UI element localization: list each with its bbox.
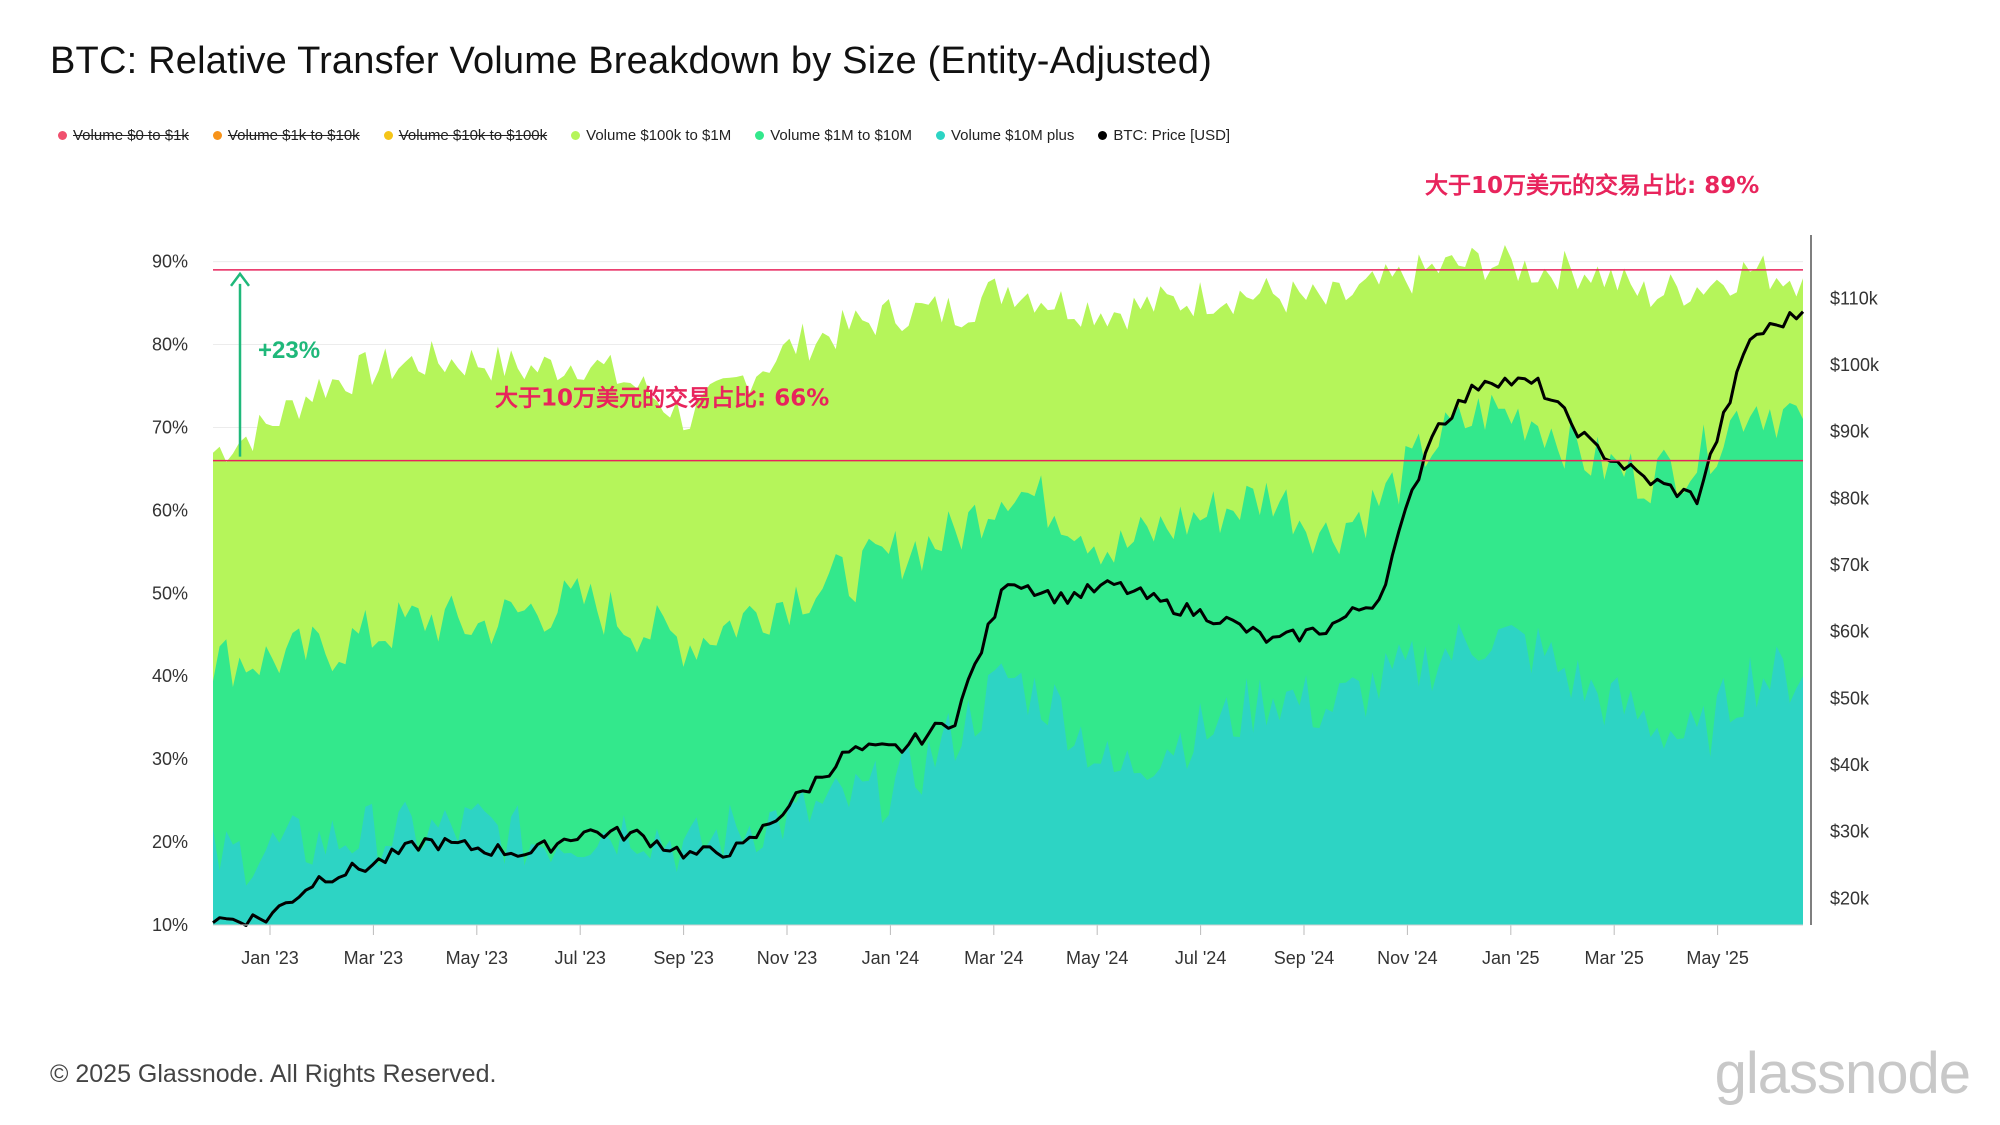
legend-label: Volume $10k to $100k <box>398 127 548 144</box>
y-right-tick-label: $110k <box>1830 288 1879 308</box>
legend-label: Volume $0 to $1k <box>73 127 189 144</box>
x-tick-label: Jul '23 <box>554 948 605 968</box>
legend-dot-icon <box>1098 131 1108 140</box>
y-left-tick-label: 60% <box>152 500 188 520</box>
legend-label: BTC: Price [USD] <box>1113 127 1231 144</box>
x-tick-label: Jul '24 <box>1175 948 1226 968</box>
legend-label: Volume $100k to $1M <box>586 127 732 144</box>
legend-dot-icon <box>935 131 945 140</box>
chart-legend: Volume $0 to $1k Volume $1k to $10k Volume… <box>58 127 1230 144</box>
y-left-tick-label: 10% <box>152 915 188 935</box>
btc-price-line <box>212 310 1805 927</box>
x-tick-label: May '24 <box>1066 948 1128 968</box>
legend-label: Volume $1M to $10M <box>770 127 912 144</box>
legend-dot-icon <box>755 131 765 140</box>
legend-dot-icon <box>571 131 581 140</box>
x-tick-label: Sep '23 <box>653 948 714 968</box>
legend-item-2[interactable]: Volume $10k to $100k <box>383 127 548 144</box>
legend-dot-icon <box>58 131 67 140</box>
legend-item-0[interactable]: Volume $0 to $1k <box>58 127 189 144</box>
x-tick-label: Jan '25 <box>1482 948 1539 968</box>
x-tick-label: Jan '23 <box>241 948 298 968</box>
legend-dot-icon <box>212 131 222 140</box>
y-right-tick-label: $70k <box>1830 555 1870 575</box>
x-tick-label: Sep '24 <box>1274 948 1335 968</box>
y-right-tick-label: $40k <box>1830 755 1870 775</box>
legend-label: Volume $1k to $10k <box>227 127 360 144</box>
y-left-tick-label: 70% <box>152 417 188 437</box>
y-left-tick-label: 80% <box>152 335 188 355</box>
arrow-up-icon <box>230 271 250 287</box>
y-left-tick-label: 40% <box>152 666 188 686</box>
x-tick-label: Mar '24 <box>964 948 1023 968</box>
legend-item-5[interactable]: Volume $10M plus <box>935 127 1075 144</box>
x-tick-label: May '25 <box>1686 948 1748 968</box>
x-tick-label: May '23 <box>446 948 508 968</box>
y-right-tick-label: $80k <box>1830 488 1870 508</box>
y-right-tick-label: $90k <box>1830 422 1870 442</box>
legend-item-4[interactable]: Volume $1M to $10M <box>755 127 912 144</box>
legend-item-6[interactable]: BTC: Price [USD] <box>1098 127 1230 144</box>
y-left-tick-label: 30% <box>152 749 188 769</box>
y-right-tick-label: $30k <box>1830 822 1870 842</box>
y-right-tick-label: $20k <box>1830 888 1870 908</box>
copyright-footer: © 2025 Glassnode. All Rights Reserved. <box>50 1060 497 1088</box>
x-tick-label: Nov '23 <box>757 948 817 968</box>
y-right-tick-label: $100k <box>1830 355 1880 375</box>
y-left-tick-label: 50% <box>152 583 188 603</box>
legend-item-3[interactable]: Volume $100k to $1M <box>571 127 731 144</box>
y-right-tick-label: $60k <box>1830 622 1870 642</box>
y-right-tick-label: $50k <box>1830 688 1870 708</box>
annotation-66: 大于10万美元的交易占比: 66% <box>495 385 829 412</box>
area-10m-plus <box>213 623 1803 925</box>
x-tick-label: Nov '24 <box>1377 948 1437 968</box>
annotation-89: 大于10万美元的交易占比: 89% <box>1425 172 1759 199</box>
y-left-tick-label: 20% <box>152 832 188 852</box>
page-title: BTC: Relative Transfer Volume Breakdown … <box>50 40 1212 82</box>
y-left-tick-label: 90% <box>152 252 188 272</box>
glassnode-logo: glassnode <box>1714 1041 1971 1106</box>
x-tick-label: Mar '23 <box>344 948 403 968</box>
x-tick-label: Mar '25 <box>1584 948 1643 968</box>
legend-dot-icon <box>383 131 393 140</box>
legend-label: Volume $10M plus <box>950 127 1075 144</box>
increase-label: +23% <box>258 337 320 364</box>
x-tick-label: Jan '24 <box>862 948 919 968</box>
legend-item-1[interactable]: Volume $1k to $10k <box>212 127 360 144</box>
